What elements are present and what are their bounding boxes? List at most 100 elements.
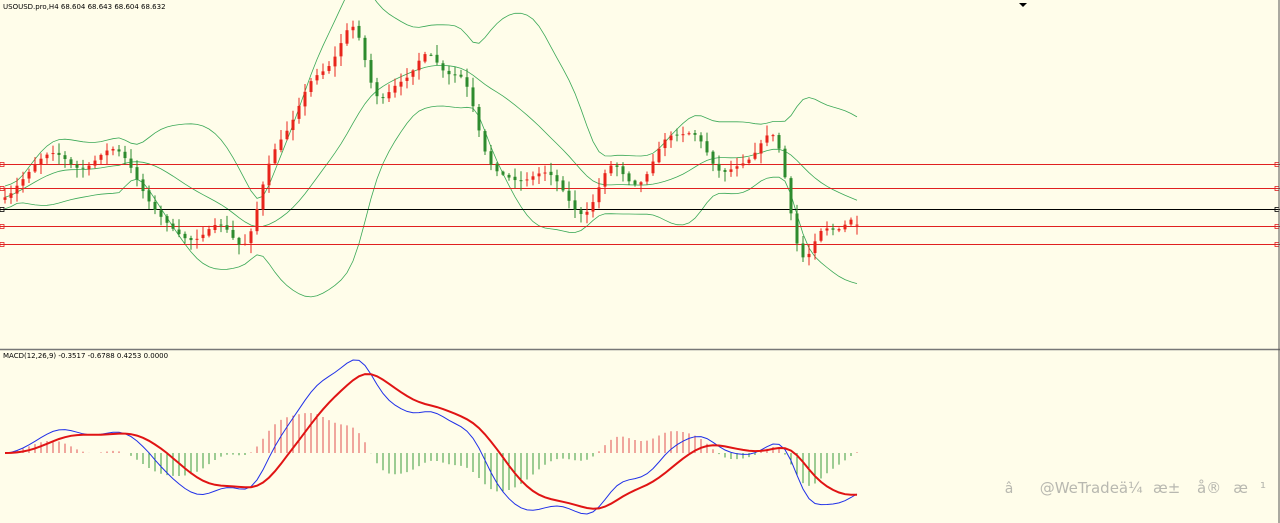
bear-candle (141, 179, 145, 192)
bull-candle (423, 54, 427, 62)
bear-candle (705, 141, 709, 153)
bull-candle (807, 253, 811, 258)
bear-candle (135, 167, 139, 180)
level-left-handle (0, 162, 5, 167)
bear-candle (369, 60, 373, 83)
chart-shift-marker-icon[interactable] (1019, 3, 1027, 7)
bull-candle (45, 154, 49, 159)
bear-candle (801, 243, 805, 258)
bull-candle (405, 77, 409, 81)
bear-candle (219, 224, 223, 226)
bull-candle (537, 173, 541, 177)
bull-candle (27, 171, 31, 179)
bull-candle (687, 133, 691, 135)
bear-candle (165, 216, 169, 223)
bull-candle (51, 153, 55, 155)
bull-candle (291, 119, 295, 131)
bull-candle (747, 159, 751, 164)
bull-candle (825, 228, 829, 231)
bull-candle (417, 60, 421, 71)
bollinger-bands (4, 0, 858, 298)
bull-candle (741, 163, 745, 166)
bear-candle (81, 167, 85, 169)
bull-candle (249, 231, 253, 244)
bull-candle (735, 166, 739, 169)
bull-candle (21, 179, 25, 186)
bear-candle (171, 223, 175, 229)
bear-candle (621, 166, 625, 175)
bull-candle (651, 161, 655, 174)
bear-candle (471, 87, 475, 107)
bear-candle (435, 54, 439, 63)
macd-histogram (10, 413, 858, 492)
bull-candle (207, 229, 211, 236)
bb-middle-line (4, 65, 858, 228)
bull-candle (645, 174, 649, 182)
bear-candle (69, 159, 73, 165)
macd-lines (4, 359, 858, 515)
bear-candle (501, 171, 505, 175)
bull-candle (669, 135, 673, 141)
bear-candle (183, 233, 187, 239)
bear-candle (357, 25, 361, 38)
macd-panel[interactable] (4, 359, 858, 515)
bull-candle (609, 165, 613, 174)
bear-candle (723, 170, 727, 172)
bull-candle (99, 154, 103, 160)
bear-candle (627, 173, 631, 182)
bear-candle (633, 180, 637, 185)
bear-candle (717, 163, 721, 171)
bull-candle (771, 135, 775, 137)
bear-candle (225, 225, 229, 230)
bull-candle (843, 224, 847, 230)
bull-candle (315, 75, 319, 81)
bear-candle (789, 178, 793, 214)
bull-candle (273, 149, 277, 164)
bear-candle (489, 151, 493, 165)
bear-candle (381, 97, 385, 99)
level-left-handle (0, 207, 5, 212)
bear-candle (495, 163, 499, 172)
bear-candle (159, 210, 163, 217)
price-panel[interactable] (0, 0, 1280, 298)
bull-candle (585, 211, 589, 215)
bull-candle (531, 176, 535, 180)
watermark-text: @WeTradeä¼æ± å®æ¹ (1039, 479, 1266, 497)
bull-candle (303, 91, 307, 107)
bear-candle (63, 155, 67, 160)
bull-candle (543, 172, 547, 174)
bear-candle (573, 200, 577, 210)
bull-candle (279, 139, 283, 151)
bb-upper-line (4, 0, 858, 199)
watermark: â @WeTradeä¼æ± å®æ¹ (1005, 476, 1266, 499)
bear-candle (363, 37, 367, 61)
bull-candle (765, 135, 769, 143)
bull-candle (729, 169, 733, 172)
bear-candle (459, 74, 463, 77)
bear-candle (453, 74, 457, 76)
bull-candle (837, 229, 841, 231)
bear-candle (237, 237, 241, 245)
bear-candle (129, 158, 133, 168)
bear-candle (795, 213, 799, 244)
bull-candle (813, 241, 817, 254)
bear-candle (117, 149, 121, 152)
bear-candle (177, 229, 181, 235)
bear-candle (465, 77, 469, 87)
bull-candle (333, 56, 337, 67)
candlesticks (3, 20, 859, 266)
bull-candle (525, 179, 529, 181)
bear-candle (123, 151, 127, 159)
bear-candle (375, 82, 379, 97)
bear-candle (441, 63, 445, 71)
bear-candle (831, 228, 835, 230)
bull-candle (753, 152, 757, 159)
bull-candle (339, 43, 343, 57)
bull-candle (597, 187, 601, 203)
bear-candle (429, 54, 433, 56)
bear-candle (783, 148, 787, 178)
bull-candle (603, 173, 607, 187)
macd-main-line (4, 359, 858, 515)
bull-candle (255, 208, 259, 232)
